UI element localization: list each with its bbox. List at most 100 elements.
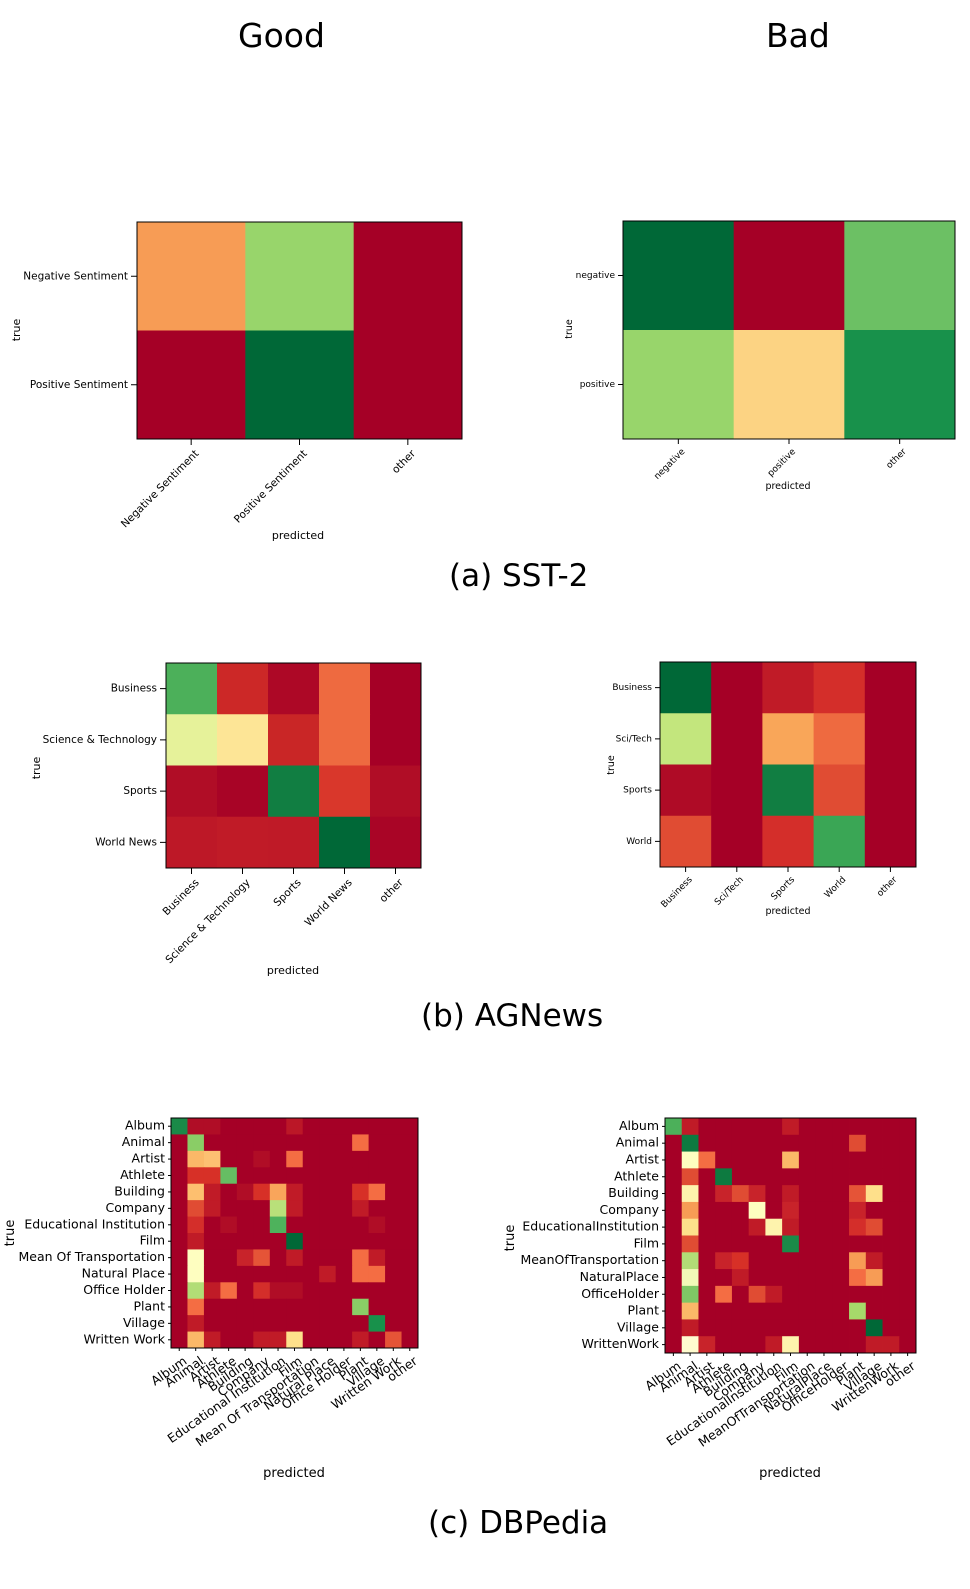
- y-axis-label: true: [564, 319, 575, 339]
- heatmap-cell: [335, 1150, 353, 1168]
- heatmap-cell: [187, 1150, 205, 1168]
- heatmap-cell: [849, 1285, 867, 1304]
- heatmap-cell: [171, 1216, 188, 1234]
- heatmap-cell: [715, 1151, 733, 1169]
- y-tick-label: MeanOfTransportation: [520, 1252, 659, 1267]
- heatmap-cell: [269, 1134, 287, 1152]
- heatmap-cell: [335, 1265, 353, 1283]
- heatmap-cell: [798, 1151, 816, 1169]
- heatmap-cell: [698, 1201, 716, 1220]
- heatmap-cell: [665, 1118, 683, 1136]
- heatmap-cell: [401, 1233, 419, 1250]
- heatmap-cell: [731, 1118, 750, 1136]
- heatmap-cell: [882, 1218, 900, 1236]
- x-tick-label: other: [885, 447, 909, 471]
- heatmap-cell: [844, 330, 956, 440]
- heatmap-cell: [681, 1285, 699, 1304]
- heatmap-cell: [748, 1185, 766, 1203]
- heatmap-cell: [286, 1298, 304, 1316]
- heatmap-cell: [335, 1118, 353, 1135]
- heatmap-cell: [319, 816, 371, 869]
- heatmap-cell: [269, 1233, 287, 1250]
- heatmap-cell: [203, 1331, 221, 1349]
- heatmap-cell: [171, 1183, 188, 1201]
- heatmap-cell: [698, 1168, 716, 1186]
- heatmap-cell: [798, 1336, 816, 1354]
- y-tick-label: Building: [608, 1185, 659, 1200]
- heatmap-cell: [236, 1216, 254, 1234]
- heatmap-cell: [268, 816, 320, 869]
- heatmap-cell: [832, 1319, 850, 1337]
- heatmap-cell: [187, 1118, 205, 1135]
- heatmap-cell: [385, 1134, 402, 1152]
- heatmap-cell: [353, 330, 463, 440]
- heatmap-cell: [715, 1235, 733, 1253]
- heatmap-cell: [335, 1331, 353, 1349]
- heatmap-cell: [335, 1298, 353, 1316]
- heatmap-cell: [220, 1265, 238, 1283]
- heatmap-cell: [882, 1235, 900, 1253]
- heatmap-cell: [253, 1150, 271, 1168]
- y-tick-label: Athlete: [120, 1167, 165, 1182]
- heatmap-cell: [236, 1298, 254, 1316]
- heatmap-cell: [220, 1233, 238, 1250]
- heatmap-cell: [899, 1151, 917, 1169]
- heatmap-cell: [681, 1336, 699, 1354]
- x-tick-label: Sports: [271, 877, 303, 909]
- heatmap-cell: [698, 1185, 716, 1203]
- heatmap-cell: [269, 1167, 287, 1185]
- heatmap-cell: [748, 1336, 766, 1354]
- heatmap-cell: [187, 1331, 205, 1349]
- heatmap-cell: [832, 1218, 850, 1236]
- heatmap-cell: [762, 662, 814, 714]
- x-axis-label: predicted: [765, 481, 810, 492]
- heatmap-cell: [137, 330, 246, 440]
- y-tick-label: EducationalInstitution: [522, 1219, 659, 1234]
- heatmap-cell: [286, 1150, 304, 1168]
- heatmap-cell: [660, 815, 712, 868]
- heatmap-cell: [733, 330, 845, 440]
- heatmap-cell: [236, 1265, 254, 1283]
- heatmap-cell: [832, 1185, 850, 1203]
- heatmap-cell: [762, 815, 814, 868]
- heatmap-cell: [849, 1134, 867, 1152]
- heatmap-cell: [401, 1200, 419, 1217]
- x-axis-label: predicted: [272, 529, 324, 542]
- heatmap-cell: [665, 1168, 683, 1186]
- heatmap-cell: [665, 1134, 683, 1152]
- heatmap-cell: [698, 1285, 716, 1304]
- heatmap-cell: [864, 815, 917, 868]
- heatmap-cell: [401, 1298, 419, 1316]
- heatmap-cell: [681, 1252, 699, 1270]
- heatmap-cell: [236, 1167, 254, 1185]
- heatmap-cell: [268, 663, 320, 715]
- y-tick-label: Science & Technology: [43, 734, 157, 746]
- x-tick-label: Positive Sentiment: [232, 448, 310, 526]
- heatmap-cell: [899, 1134, 917, 1152]
- heatmap-cell: [782, 1302, 800, 1320]
- heatmap-cell: [864, 713, 917, 765]
- heatmap-cell: [269, 1265, 287, 1283]
- y-tick-label: negative: [576, 271, 616, 281]
- heatmap-cell: [401, 1118, 419, 1135]
- heatmap-cell: [698, 1319, 716, 1337]
- heatmap-cell: [385, 1200, 402, 1217]
- y-tick-label: OfficeHolder: [581, 1286, 660, 1301]
- heatmap-cell: [623, 221, 735, 331]
- heatmap-cell: [269, 1282, 287, 1300]
- heatmap-cell: [203, 1315, 221, 1332]
- heatmap-cell: [765, 1118, 783, 1136]
- heatmap-cell: [352, 1183, 369, 1201]
- heatmap-cell: [319, 1167, 337, 1185]
- y-axis-label: true: [30, 756, 43, 779]
- heatmap-cell: [882, 1319, 900, 1337]
- heatmap-cell: [748, 1319, 766, 1337]
- heatmap-sst2-bad: negative positive negative positive other tru…: [564, 220, 956, 492]
- heatmap-cell: [319, 1200, 337, 1217]
- heatmap-cell: [217, 714, 269, 766]
- heatmap-cell: [352, 1331, 369, 1349]
- heatmap-cell: [253, 1183, 271, 1201]
- heatmap-cell: [269, 1298, 287, 1316]
- heatmap-cell: [368, 1200, 386, 1217]
- heatmap-cell: [899, 1336, 917, 1354]
